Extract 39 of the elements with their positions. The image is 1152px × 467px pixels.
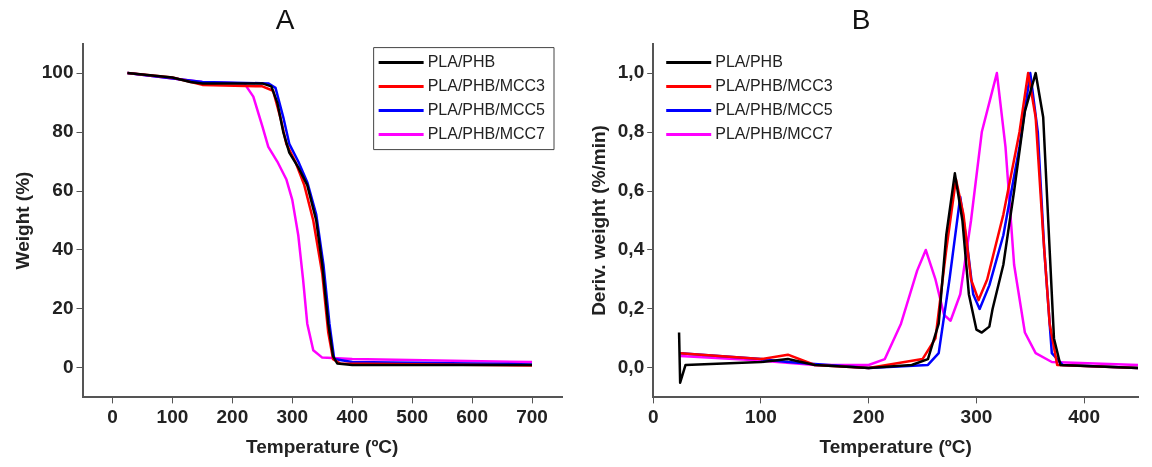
x-axis-title: Temperature (ºC)	[819, 435, 972, 457]
y-tick-label: 0	[62, 356, 74, 378]
x-tick-label: 600	[456, 406, 488, 428]
chart-title: B	[851, 3, 871, 35]
x-tick-label: 400	[1068, 406, 1100, 428]
legend-label: PLA/PHB	[715, 53, 783, 71]
legend-label: PLA/PHB/MCC7	[715, 125, 833, 143]
x-tick-label: 100	[156, 406, 189, 428]
y-tick-label: 0,8	[617, 120, 645, 142]
legend-label: PLA/PHB/MCC3	[427, 77, 546, 95]
x-tick-label: 100	[745, 406, 777, 428]
y-tick-label: 0,0	[617, 356, 645, 378]
x-tick-label: 500	[396, 406, 429, 428]
x-tick-label: 400	[336, 406, 369, 428]
legend-label: PLA/PHB	[427, 53, 496, 71]
y-tick-label: 100	[41, 61, 74, 83]
legend-label: PLA/PHB/MCC3	[715, 77, 833, 95]
y-tick-label: 0,2	[617, 297, 645, 319]
y-tick-label: 1,0	[617, 61, 645, 83]
chart-title: A	[275, 3, 295, 35]
legend-label: PLA/PHB/MCC5	[427, 101, 546, 119]
y-tick-label: 0,4	[617, 238, 645, 260]
y-tick-label: 0,6	[617, 179, 645, 201]
y-axis-title: Deriv. weight (%/min)	[587, 125, 609, 316]
x-tick-label: 0	[107, 406, 118, 428]
x-tick-label: 700	[516, 406, 548, 428]
legend-label: PLA/PHB/MCC7	[427, 125, 546, 143]
x-axis-title: Temperature (ºC)	[246, 435, 399, 457]
y-tick-label: 40	[52, 238, 74, 260]
y-tick-label: 80	[52, 120, 74, 142]
y-tick-label: 20	[52, 297, 74, 319]
y-tick-label: 60	[52, 179, 74, 201]
legend-label: PLA/PHB/MCC5	[715, 101, 833, 119]
x-tick-label: 300	[276, 406, 309, 428]
x-tick-label: 200	[852, 406, 885, 428]
x-tick-label: 200	[216, 406, 249, 428]
x-tick-label: 0	[647, 406, 659, 428]
y-axis-title: Weight (%)	[11, 171, 33, 270]
x-tick-label: 300	[960, 406, 993, 428]
